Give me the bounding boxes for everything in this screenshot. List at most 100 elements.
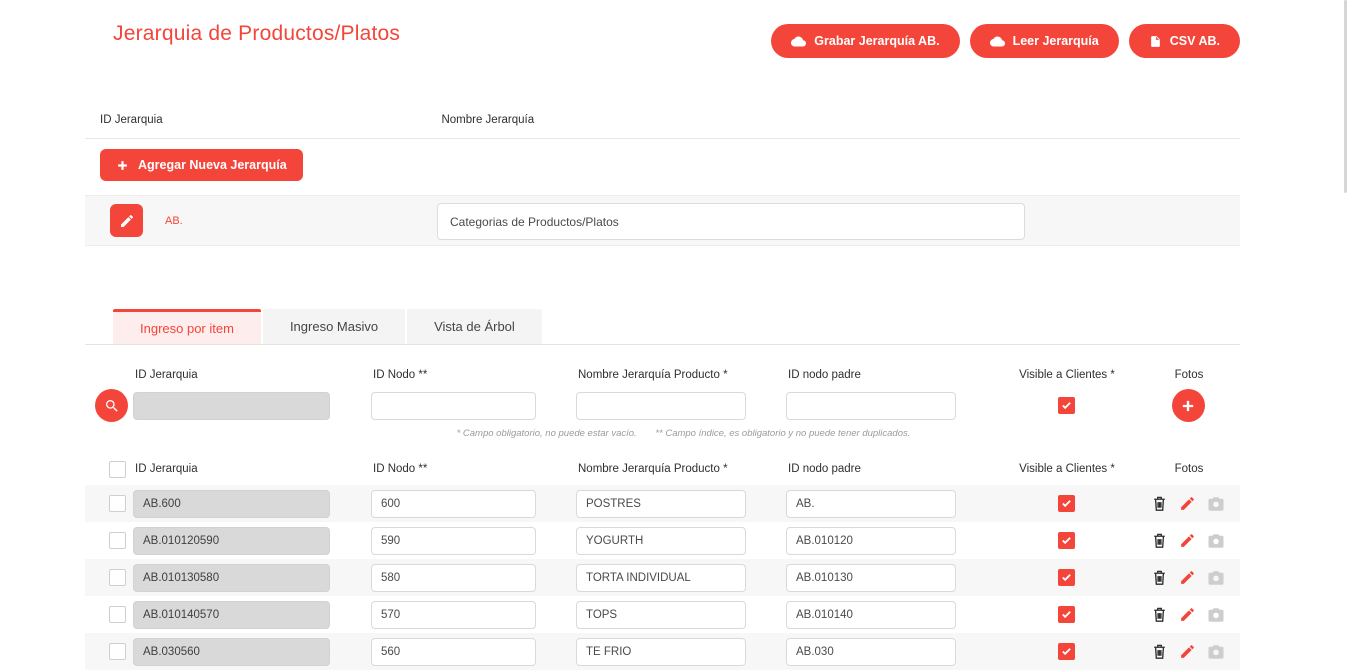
table-row [85, 596, 1240, 633]
row-name-input[interactable] [576, 600, 746, 629]
form-label-photos: Fotos [1174, 369, 1204, 381]
row-checkbox[interactable] [109, 606, 126, 623]
camera-icon-button[interactable] [1207, 643, 1225, 661]
check-icon [1061, 646, 1072, 657]
camera-icon-button[interactable] [1207, 532, 1225, 550]
form-parent-input[interactable] [786, 391, 956, 420]
add-photo-button[interactable] [1171, 389, 1205, 422]
row-parent-input[interactable] [786, 600, 956, 629]
vertical-scrollbar[interactable] [1344, 0, 1347, 193]
camera-icon [1207, 643, 1225, 661]
pencil-icon [1179, 495, 1196, 512]
form-name-input[interactable] [576, 391, 746, 420]
read-hierarchy-label: Leer Jerarquía [1012, 34, 1099, 48]
check-icon [1061, 400, 1072, 411]
tab-bar: Ingreso por item Ingreso Masivo Vista de… [85, 309, 1240, 345]
table-row [85, 522, 1240, 559]
delete-row-button[interactable] [1151, 495, 1168, 512]
delete-row-button[interactable] [1151, 532, 1168, 549]
edit-row-button[interactable] [1179, 569, 1196, 586]
camera-icon-button[interactable] [1207, 569, 1225, 587]
search-button[interactable] [95, 389, 128, 422]
check-icon [1061, 498, 1072, 509]
tab-ingreso-por-item[interactable]: Ingreso por item [113, 309, 261, 344]
main-content: Jerarquia de Productos/Platos Grabar Jer… [85, 0, 1240, 670]
table-header-name: Nombre Jerarquía Producto * [578, 463, 728, 475]
row-node-input[interactable] [371, 526, 536, 555]
table-header-row: ID Jerarquia ID Nodo ** Nombre Jerarquía… [85, 453, 1240, 485]
plus-icon [1180, 398, 1196, 414]
required-field-note: * Campo obligatorio, no puede estar vací… [456, 428, 637, 439]
cloud-icon [791, 34, 807, 49]
pencil-icon [119, 213, 135, 229]
row-parent-input[interactable] [786, 489, 956, 518]
row-node-input[interactable] [371, 489, 536, 518]
row-checkbox[interactable] [109, 643, 126, 660]
entry-form: ID Jerarquia ID Nodo ** Nombre Jerarquía… [85, 369, 1240, 439]
row-checkbox[interactable] [109, 495, 126, 512]
camera-icon-button[interactable] [1207, 495, 1225, 513]
items-table: ID Jerarquia ID Nodo ** Nombre Jerarquía… [85, 453, 1240, 670]
row-visible-checkbox[interactable] [1057, 606, 1075, 623]
csv-button[interactable]: CSV AB. [1128, 24, 1240, 58]
row-visible-checkbox[interactable] [1057, 569, 1075, 586]
edit-hierarchy-button[interactable] [110, 204, 143, 237]
row-checkbox[interactable] [109, 569, 126, 586]
tab-ingreso-masivo[interactable]: Ingreso Masivo [262, 309, 406, 344]
row-parent-input[interactable] [786, 637, 956, 666]
row-name-input[interactable] [576, 526, 746, 555]
hierarchy-name-column-label: Nombre Jerarquía [441, 114, 535, 126]
row-node-input[interactable] [371, 637, 536, 666]
row-visible-checkbox[interactable] [1057, 532, 1075, 549]
search-icon [104, 398, 120, 414]
add-hierarchy-row: Agregar Nueva Jerarquía [85, 139, 1240, 189]
pencil-icon [1179, 569, 1196, 586]
camera-icon [1207, 569, 1225, 587]
save-hierarchy-button[interactable]: Grabar Jerarquía AB. [771, 24, 960, 58]
row-name-input[interactable] [576, 563, 746, 592]
trash-icon [1151, 643, 1168, 660]
trash-icon [1151, 606, 1168, 623]
row-parent-input[interactable] [786, 563, 956, 592]
edit-row-button[interactable] [1179, 606, 1196, 623]
csv-label: CSV AB. [1169, 34, 1220, 48]
page-title: Jerarquia de Productos/Platos [113, 22, 401, 45]
trash-icon [1151, 532, 1168, 549]
select-all-checkbox[interactable] [109, 460, 126, 478]
delete-row-button[interactable] [1151, 643, 1168, 660]
row-visible-checkbox[interactable] [1057, 495, 1075, 512]
table-row [85, 559, 1240, 596]
form-label-visible: Visible a Clientes * [1019, 369, 1115, 381]
form-node-input[interactable] [371, 391, 536, 420]
row-checkbox[interactable] [109, 532, 126, 549]
read-hierarchy-button[interactable]: Leer Jerarquía [969, 24, 1119, 58]
pencil-icon [1179, 532, 1196, 549]
hierarchy-name-input[interactable] [437, 203, 1025, 240]
row-node-input[interactable] [371, 563, 536, 592]
row-name-input[interactable] [576, 637, 746, 666]
camera-icon [1207, 495, 1225, 513]
trash-icon [1151, 495, 1168, 512]
cloud-icon [989, 34, 1005, 49]
pencil-icon [1179, 606, 1196, 623]
row-visible-checkbox[interactable] [1057, 643, 1075, 660]
tab-vista-de-arbol[interactable]: Vista de Árbol [407, 309, 542, 344]
table-header-id: ID Jerarquia [135, 463, 198, 475]
form-inputs-row [85, 389, 1240, 422]
form-label-node: ID Nodo ** [373, 369, 428, 381]
row-name-input[interactable] [576, 489, 746, 518]
row-node-input[interactable] [371, 600, 536, 629]
form-id-input [133, 391, 330, 420]
row-parent-input[interactable] [786, 526, 956, 555]
delete-row-button[interactable] [1151, 606, 1168, 623]
edit-row-button[interactable] [1179, 532, 1196, 549]
camera-icon-button[interactable] [1207, 606, 1225, 624]
camera-icon [1207, 606, 1225, 624]
delete-row-button[interactable] [1151, 569, 1168, 586]
add-hierarchy-button[interactable]: Agregar Nueva Jerarquía [100, 149, 303, 181]
form-visible-checkbox[interactable] [1057, 397, 1075, 414]
edit-row-button[interactable] [1179, 643, 1196, 660]
header-buttons: Grabar Jerarquía AB. Leer Jerarquía CSV … [771, 24, 1240, 58]
edit-row-button[interactable] [1179, 495, 1196, 512]
